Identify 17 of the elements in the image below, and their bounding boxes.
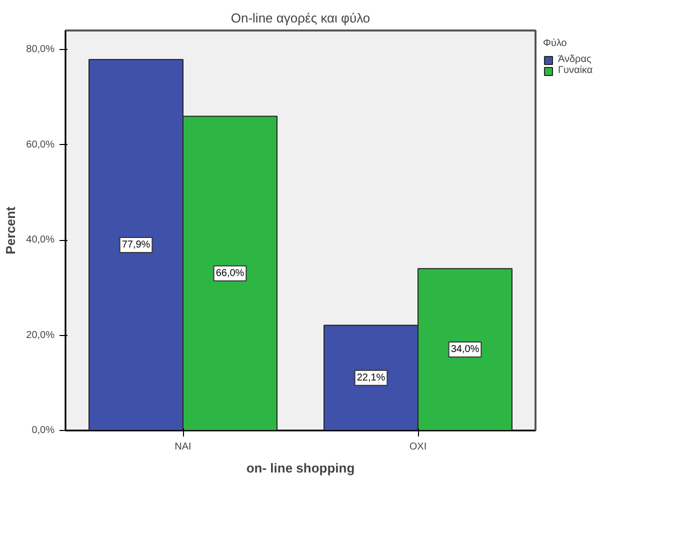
x-tick-label: ΝΑΙ	[174, 442, 192, 452]
y-tick-label: 60,0%	[26, 139, 55, 150]
y-tick-label: 80,0%	[26, 44, 55, 56]
legend-label: Άνδρας	[558, 54, 592, 65]
x-tick-label: ΟΧΙ	[409, 442, 427, 452]
legend-title: Φύλο	[543, 38, 568, 49]
y-axis-title: Percent	[3, 206, 18, 254]
y-tick-label: 0,0%	[32, 425, 55, 436]
data-label: 34,0%	[450, 344, 480, 356]
y-tick-label: 20,0%	[26, 330, 55, 341]
y-tick-label: 40,0%	[26, 234, 55, 246]
legend-label: Γυναίκα	[558, 65, 593, 76]
chart-title: On-line αγορές και φύλο	[230, 10, 370, 26]
data-label: 66,0%	[216, 268, 244, 279]
data-label: 77,9%	[122, 240, 150, 251]
x-axis-title: on- line shopping	[246, 460, 355, 476]
data-label: 22,1%	[356, 372, 386, 384]
